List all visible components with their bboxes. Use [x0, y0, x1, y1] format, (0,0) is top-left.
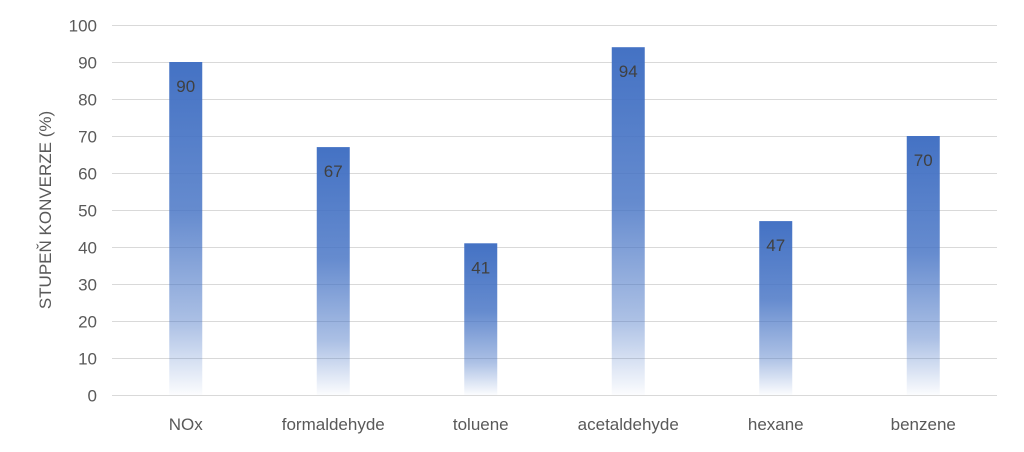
- y-tick-label: 80: [78, 91, 97, 110]
- y-tick-label: 40: [78, 239, 97, 258]
- bar: [169, 62, 203, 395]
- y-tick-label: 70: [78, 128, 97, 147]
- data-label: 41: [471, 258, 490, 277]
- data-label: 47: [766, 236, 785, 255]
- bars: [169, 47, 940, 395]
- y-axis-ticks: 0 10 20 30 40 50 60 70 80 90 100: [69, 17, 97, 406]
- x-category-label: acetaldehyde: [578, 415, 679, 434]
- data-label: 67: [324, 162, 343, 181]
- bar: [611, 47, 645, 395]
- data-labels: 90 67 41 94 47 70: [176, 62, 932, 277]
- bar: [759, 221, 793, 395]
- bar: [464, 243, 498, 395]
- y-tick-label: 50: [78, 202, 97, 221]
- x-category-label: hexane: [748, 415, 804, 434]
- x-category-label: formaldehyde: [282, 415, 385, 434]
- x-axis-categories: NOx formaldehyde toluene acetaldehyde hexane…: [169, 415, 956, 434]
- data-label: 90: [176, 77, 195, 96]
- y-tick-label: 30: [78, 276, 97, 295]
- y-tick-label: 60: [78, 165, 97, 184]
- bar: [906, 136, 940, 395]
- data-label: 94: [619, 62, 638, 81]
- y-tick-label: 20: [78, 313, 97, 332]
- data-label: 70: [914, 151, 933, 170]
- y-tick-label: 10: [78, 350, 97, 369]
- y-tick-label: 100: [69, 17, 97, 36]
- bar: [316, 147, 350, 395]
- y-tick-label: 90: [78, 54, 97, 73]
- x-category-label: NOx: [169, 415, 204, 434]
- gridlines: [112, 25, 997, 396]
- x-category-label: toluene: [453, 415, 509, 434]
- y-tick-label: 0: [88, 387, 97, 406]
- x-category-label: benzene: [891, 415, 956, 434]
- y-axis-title: STUPEŇ KONVERZE (%): [36, 111, 55, 309]
